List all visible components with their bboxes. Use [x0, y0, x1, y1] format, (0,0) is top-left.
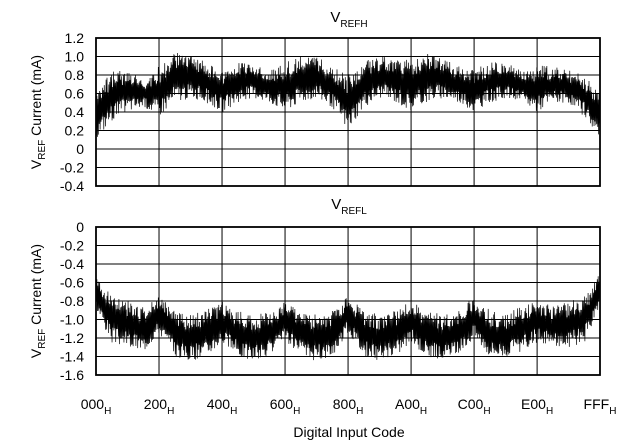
- y-tick-label: 0: [76, 141, 84, 157]
- data-trace: [95, 276, 601, 361]
- y-tick-label: 0: [76, 219, 84, 235]
- y-tick-label: -0.2: [60, 238, 84, 254]
- x-axis-label: Digital Input Code: [293, 424, 405, 440]
- x-tick-label: 600H: [270, 396, 301, 417]
- chart-panel-vrefh: VREFH 1.2 1.0 0.8 0.6 0.4 0.2 0 -0.2 -0.4 VREF C…: [28, 9, 601, 194]
- y-tick-label: -1.6: [60, 367, 84, 383]
- x-axis-ticks: 000H 200H 400H 600H 800H A00H C00H E00H FFFH: [81, 396, 617, 417]
- y-tick-label: -0.8: [60, 293, 84, 309]
- x-tick-label: 000H: [81, 396, 112, 417]
- x-tick-label: 800H: [333, 396, 364, 417]
- y-tick-label: 1.0: [65, 49, 85, 65]
- y-axis-label-vrefl: VREF Current (mA): [28, 244, 48, 358]
- x-tick-label: E00H: [521, 396, 553, 417]
- x-tick-label: 200H: [144, 396, 175, 417]
- chart-title-vrefl: VREFL: [331, 196, 367, 217]
- y-tick-label: -1.4: [60, 349, 84, 365]
- x-tick-label: A00H: [395, 396, 427, 417]
- chart-panel-vrefl: VREFL 0-0.2-0.4-0.6-0.8-1.0-1.2-1.4-1.6 …: [28, 196, 601, 383]
- y-tick-label: -0.6: [60, 275, 84, 291]
- x-tick-label: FFFH: [584, 396, 617, 417]
- chart-title-vrefh: VREFH: [330, 9, 367, 30]
- y-tick-label: -0.4: [60, 178, 84, 194]
- x-tick-label: 400H: [207, 396, 238, 417]
- data-trace: [95, 53, 601, 137]
- y-tick-label: 0.8: [65, 67, 85, 83]
- y-tick-label: 1.2: [65, 30, 85, 46]
- y-tick-label: -0.4: [60, 256, 84, 272]
- y-tick-label: -0.2: [60, 160, 84, 176]
- x-tick-label: C00H: [458, 396, 491, 417]
- y-tick-label: 0.4: [65, 104, 85, 120]
- y-tick-label: 0.6: [65, 86, 85, 102]
- y-tick-label: -1.2: [60, 330, 84, 346]
- plot-frame-vrefh: [95, 37, 601, 187]
- y-tick-label: -1.0: [60, 312, 84, 328]
- y-tick-label: 0.2: [65, 123, 85, 139]
- plot-frame-vrefl: [95, 226, 601, 376]
- y-axis-label-vrefh: VREF Current (mA): [28, 55, 48, 169]
